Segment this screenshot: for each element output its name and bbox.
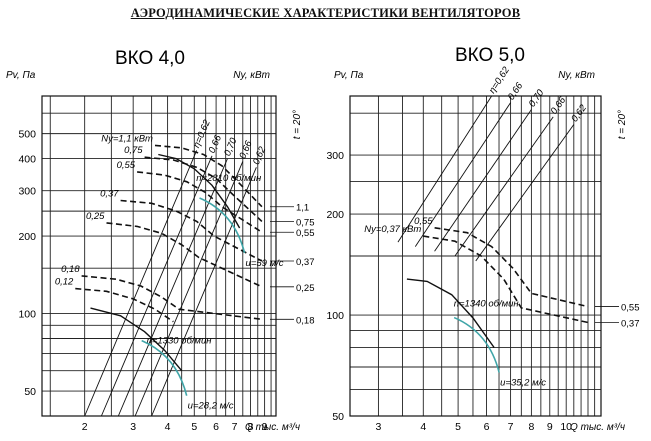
- power-curve: [106, 222, 263, 288]
- power-curve-label: 0,55: [117, 160, 136, 171]
- power-axis-tick-label: 0,55: [296, 228, 315, 239]
- power-axis-tick-label: 0,37: [621, 319, 640, 330]
- y-tick-label: 50: [332, 411, 344, 423]
- power-axis-label: Ny, кВт: [233, 70, 270, 81]
- y-axis-label: Pv, Па: [6, 70, 36, 81]
- x-tick-label: 4: [165, 421, 171, 433]
- x-tick-label: 6: [484, 421, 490, 433]
- power-curve: [75, 287, 174, 323]
- chart-title: ВКО 4,0: [115, 48, 185, 69]
- max-speed-curve: [199, 197, 246, 254]
- power-axis-tick-label: 0,25: [296, 283, 315, 294]
- power-curve: [154, 144, 263, 208]
- x-tick-label: 7: [508, 421, 514, 433]
- y-axis-label: Pv, Па: [334, 70, 364, 81]
- efficiency-label: 0,62: [251, 144, 269, 166]
- power-curve-label: 0,12: [55, 277, 74, 288]
- power-axis-tick-label: 0,37: [296, 257, 315, 268]
- vko-40-chart: ВКО 4,0 Pv, Па Ny, кВт Q тыс. м³/ч t = 20° 2 3…: [6, 48, 315, 433]
- vko-50-chart: ВКО 5,0 Pv, Па Ny, кВт Q тыс. м³/ч t = 20° 3 4…: [326, 45, 640, 433]
- power-axis-tick-label: 0,55: [621, 303, 640, 314]
- efficiency-label: 0,66: [207, 133, 225, 155]
- efficiency-line: [100, 155, 213, 417]
- efficiency-label: 0,66: [506, 80, 526, 102]
- x-tick-label: 2: [82, 421, 88, 433]
- rpm-curve: [90, 307, 183, 372]
- x-tick-label: 5: [455, 421, 461, 433]
- rpm-curve: [158, 153, 241, 229]
- efficiency-label: 0,70: [222, 136, 240, 158]
- efficiency-label: 0,70: [527, 87, 547, 109]
- x-axis-label: Q тыс. м³/ч: [245, 422, 300, 433]
- x-tick-label: 7: [232, 421, 238, 433]
- y-tick-label: 50: [24, 386, 36, 398]
- power-curve-label: 0,18: [61, 264, 80, 275]
- page-title: АЭРОДИНАМИЧЕСКИЕ ХАРАКТЕРИСТИКИ ВЕНТИЛЯТ…: [130, 6, 521, 20]
- power-curve: [81, 275, 262, 321]
- chart-title: ВКО 5,0: [455, 45, 525, 66]
- efficiency-line: [475, 124, 575, 262]
- max-speed-curve: [453, 316, 500, 373]
- plot-frame: [349, 95, 602, 417]
- x-tick-label: 9: [547, 421, 553, 433]
- y-tick-label: 100: [326, 310, 344, 322]
- efficiency-line: [397, 95, 493, 243]
- y-tick-label: 200: [326, 209, 344, 221]
- x-tick-label: 3: [130, 421, 136, 433]
- power-curve: [120, 199, 263, 262]
- power-curve: [137, 171, 263, 233]
- efficiency-line: [434, 109, 532, 252]
- x-tick-label: 10: [560, 421, 572, 433]
- speed-label: u=28,2 м/с: [188, 401, 234, 412]
- power-axis-tick-label: 0,18: [296, 315, 315, 326]
- y-tick-label: 300: [18, 186, 36, 198]
- x-tick-label: 3: [376, 421, 382, 433]
- x-tick-label: 9: [262, 421, 268, 433]
- power-axis-tick-label: 1,1: [296, 203, 309, 214]
- temperature-label: t = 20°: [292, 110, 303, 139]
- rpm-curve-label: n=1330 об/мин: [147, 336, 213, 347]
- speed-label: u=35,2 м/с: [500, 378, 546, 389]
- y-tick-label: 100: [18, 309, 36, 321]
- y-tick-label: 400: [18, 154, 36, 166]
- y-tick-label: 300: [326, 150, 344, 162]
- x-axis-label: Q тыс. м³/ч: [570, 422, 625, 433]
- power-axis-label: Ny, кВт: [558, 70, 595, 81]
- power-curve-label: Ny=1,1 кВт: [101, 133, 153, 144]
- speed-label: u=59 м/с: [246, 258, 284, 269]
- power-curve-label: Ny=0,37 кВт: [364, 224, 421, 235]
- efficiency-line: [117, 158, 228, 417]
- rpm-curve-label: n=1340 об/мин: [454, 299, 520, 310]
- x-tick-label: 5: [191, 421, 197, 433]
- max-speed-curve: [141, 339, 188, 396]
- efficiency-line: [414, 102, 511, 247]
- power-axis-tick-label: 0,75: [296, 217, 315, 228]
- plot-frame: [41, 95, 277, 417]
- power-curve: [434, 227, 589, 308]
- rpm-curve-label: n=2810 об/мин: [196, 173, 262, 184]
- x-tick-label: 8: [528, 421, 534, 433]
- power-curve-label: 0,25: [86, 211, 105, 222]
- efficiency-line: [84, 150, 198, 417]
- y-tick-label: 200: [18, 231, 36, 243]
- x-tick-label: 4: [420, 421, 426, 433]
- rpm-curve: [406, 278, 495, 348]
- power-curve: [144, 156, 263, 222]
- efficiency-line: [454, 116, 554, 257]
- x-tick-label: 6: [213, 421, 219, 433]
- power-curve-label: 0,75: [124, 145, 143, 156]
- efficiency-line: [151, 167, 257, 417]
- power-curve-label: 0,37: [100, 188, 119, 199]
- power-curve-label: 0,55: [414, 216, 433, 227]
- power-curve: [423, 235, 589, 324]
- x-tick-label: 8: [248, 421, 254, 433]
- temperature-label: t = 20°: [617, 110, 628, 139]
- y-tick-label: 500: [18, 129, 36, 141]
